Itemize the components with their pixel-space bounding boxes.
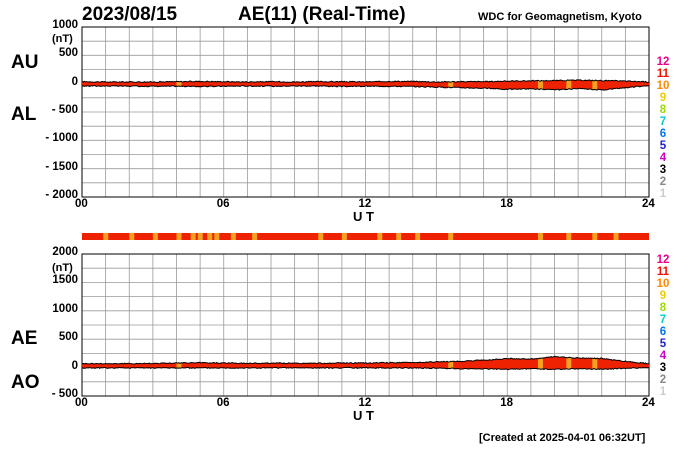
ao-line bbox=[81, 366, 650, 371]
station-count-bar-highlight bbox=[197, 233, 203, 240]
au-label: AU bbox=[11, 52, 39, 73]
color-key-entry: 5 bbox=[659, 338, 667, 350]
y-tick-label: - 500 bbox=[51, 104, 78, 116]
color-key-entry: 6 bbox=[659, 128, 667, 140]
color-key-entry: 12 bbox=[656, 254, 670, 266]
station-count-bar-highlight bbox=[129, 233, 135, 240]
station-count-bar-highlight bbox=[377, 233, 383, 240]
x-tick-label: 06 bbox=[216, 198, 230, 210]
x-tick-label: 06 bbox=[216, 397, 230, 409]
station-count-bar bbox=[82, 233, 649, 240]
data-source: WDC for Geomagnetism, Kyoto bbox=[478, 11, 642, 23]
au-line bbox=[81, 79, 650, 84]
station-count-bar-highlight bbox=[152, 233, 158, 240]
color-key-entry: 7 bbox=[659, 314, 667, 326]
y-tick-label: - 2000 bbox=[45, 189, 78, 201]
station-highlight-stripe bbox=[592, 80, 598, 90]
chart-date: 2023/08/15 bbox=[82, 4, 178, 25]
y-tick-label: 0 bbox=[71, 75, 78, 88]
y-tick-label: 1000 bbox=[52, 19, 78, 31]
x-tick-label: 24 bbox=[642, 397, 655, 409]
x-tick-label: 24 bbox=[642, 198, 655, 210]
al-line bbox=[81, 84, 650, 91]
station-count-bar-highlight bbox=[613, 233, 619, 240]
color-key-entry: 11 bbox=[656, 266, 670, 278]
y-tick-label: - 500 bbox=[51, 388, 78, 400]
color-key-entry: 9 bbox=[659, 290, 667, 302]
created-timestamp: [Created at 2025-04-01 06:32UT] bbox=[479, 432, 646, 444]
color-key-entry: 4 bbox=[659, 152, 667, 164]
x-tick-label: 18 bbox=[500, 397, 514, 409]
station-count-bar-highlight bbox=[230, 233, 236, 240]
color-key-entry: 10 bbox=[656, 80, 670, 92]
plot-frame bbox=[81, 26, 650, 198]
color-key-entry: 1 bbox=[659, 386, 667, 398]
station-count-bar-highlight bbox=[190, 233, 196, 240]
color-key-entry: 5 bbox=[659, 140, 667, 152]
station-count-bar-highlight bbox=[207, 233, 213, 240]
y-tick-label: 1000 bbox=[52, 302, 78, 315]
station-highlight-stripe bbox=[566, 80, 572, 90]
color-key-entry: 8 bbox=[659, 104, 667, 116]
color-key-entry: 3 bbox=[659, 164, 667, 176]
station-count-bar-highlight bbox=[214, 233, 220, 240]
color-key-entry: 8 bbox=[659, 302, 667, 314]
x-tick-label: 18 bbox=[500, 198, 514, 210]
station-count-bar-highlight bbox=[566, 233, 572, 240]
chart-title: AE(11) (Real-Time) bbox=[238, 4, 406, 25]
station-count-bar-highlight bbox=[396, 233, 402, 240]
x-tick-label: 00 bbox=[75, 198, 88, 210]
y-tick-label: 500 bbox=[58, 331, 78, 344]
station-count-bar-highlight bbox=[592, 233, 598, 240]
color-key-entry: 11 bbox=[656, 68, 670, 80]
color-key-entry: 12 bbox=[656, 56, 670, 68]
station-count-bar-highlight bbox=[176, 233, 182, 240]
station-count-bar-highlight bbox=[103, 233, 109, 240]
station-highlight-stripe bbox=[448, 81, 454, 88]
x-tick-label: 00 bbox=[75, 397, 88, 409]
y-tick-label: - 1500 bbox=[45, 160, 78, 173]
station-count-bar-highlight bbox=[415, 233, 421, 240]
ae-label: AE bbox=[11, 328, 38, 349]
upper-unit-label: (nT) bbox=[52, 33, 73, 45]
color-key-entry: 10 bbox=[656, 278, 670, 290]
al-label: AL bbox=[11, 104, 37, 125]
y-tick-label: 0 bbox=[71, 359, 78, 372]
station-highlight-stripe bbox=[537, 358, 543, 369]
upper-x-label: U T bbox=[353, 209, 374, 224]
au-al-fill bbox=[82, 79, 649, 91]
x-tick-label: 12 bbox=[358, 397, 372, 409]
color-key-entry: 2 bbox=[659, 176, 667, 188]
color-key-entry: 4 bbox=[659, 350, 667, 362]
color-key-entry: 7 bbox=[659, 116, 667, 128]
x-tick-label: 12 bbox=[358, 198, 372, 210]
color-key-entry: 6 bbox=[659, 326, 667, 338]
y-tick-label: - 1000 bbox=[45, 132, 78, 145]
color-key-entry: 9 bbox=[659, 92, 667, 104]
station-highlight-stripe bbox=[176, 81, 182, 87]
station-highlight-stripe bbox=[448, 361, 454, 369]
color-key-entry: 2 bbox=[659, 374, 667, 386]
plot-frame bbox=[81, 253, 650, 397]
station-highlight-stripe bbox=[537, 80, 543, 90]
y-tick-label: 2000 bbox=[52, 246, 78, 258]
station-highlight-stripe bbox=[566, 357, 572, 370]
station-count-bar-highlight bbox=[318, 233, 324, 240]
station-count-bar-highlight bbox=[341, 233, 347, 240]
y-tick-label: 500 bbox=[58, 47, 78, 60]
station-count-bar-highlight bbox=[537, 233, 543, 240]
ao-label: AO bbox=[11, 372, 40, 393]
lower-x-label: U T bbox=[353, 408, 374, 423]
station-highlight-stripe bbox=[176, 363, 182, 368]
station-count-bar-highlight bbox=[448, 233, 454, 240]
color-key-entry: 3 bbox=[659, 362, 667, 374]
y-tick-label: 1500 bbox=[52, 274, 78, 287]
lower-unit-label: (nT) bbox=[52, 262, 73, 274]
station-highlight-stripe bbox=[592, 358, 598, 370]
color-key-entry: 1 bbox=[659, 188, 667, 200]
station-count-bar-highlight bbox=[252, 233, 258, 240]
ae-line bbox=[81, 355, 650, 365]
